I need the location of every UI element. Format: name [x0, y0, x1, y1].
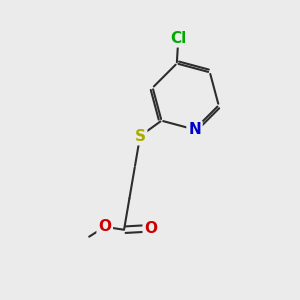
Text: Cl: Cl [170, 31, 186, 46]
Text: O: O [98, 219, 111, 234]
Text: S: S [135, 129, 146, 144]
Text: N: N [188, 122, 201, 137]
Text: O: O [144, 221, 157, 236]
